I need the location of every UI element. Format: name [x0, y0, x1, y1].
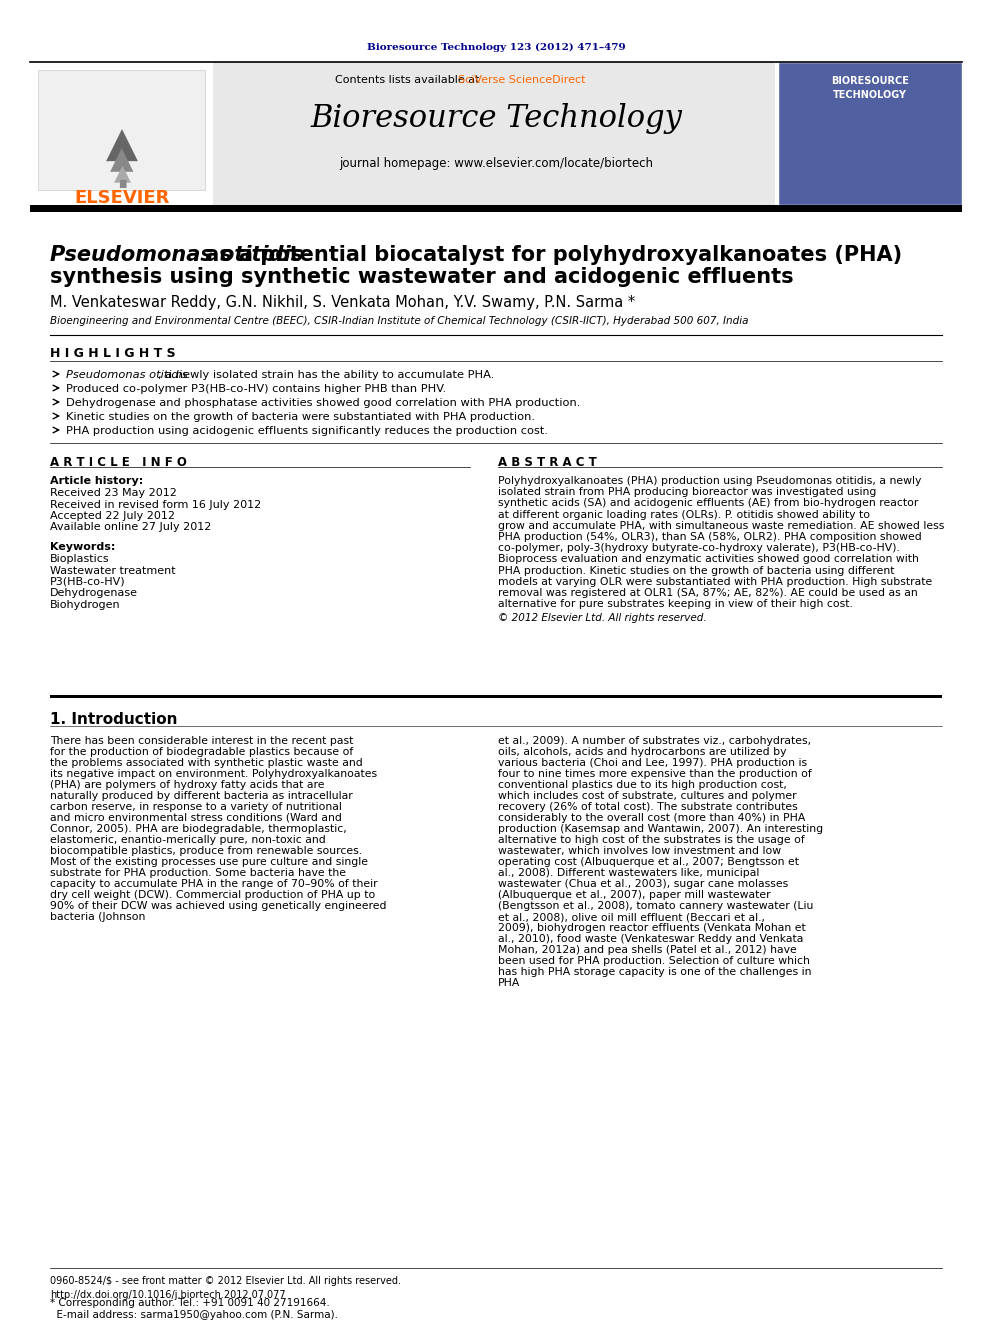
Text: co-polymer, poly-3(hydroxy butyrate-co-hydroxy valerate), P3(HB-co-HV).: co-polymer, poly-3(hydroxy butyrate-co-h… [498, 544, 900, 553]
Text: the problems associated with synthetic plastic waste and: the problems associated with synthetic p… [50, 758, 363, 767]
Text: Produced co-polymer P3(HB-co-HV) contains higher PHB than PHV.: Produced co-polymer P3(HB-co-HV) contain… [66, 384, 446, 394]
Text: naturally produced by different bacteria as intracellular: naturally produced by different bacteria… [50, 791, 353, 800]
Bar [213, 62, 775, 205]
Text: Bioengineering and Environmental Centre (BEEC), CSIR-Indian Institute of Chemica: Bioengineering and Environmental Centre … [50, 316, 749, 325]
Text: et al., 2009). A number of substrates viz., carbohydrates,: et al., 2009). A number of substrates vi… [498, 736, 811, 746]
Text: grow and accumulate PHA, with simultaneous waste remediation. AE showed less: grow and accumulate PHA, with simultaneo… [498, 521, 944, 531]
Text: PHA: PHA [498, 978, 521, 988]
Text: Mohan, 2012a) and pea shells (Patel et al., 2012) have: Mohan, 2012a) and pea shells (Patel et a… [498, 945, 797, 955]
Text: synthetic acids (SA) and acidogenic effluents (AE) from bio-hydrogen reactor: synthetic acids (SA) and acidogenic effl… [498, 499, 919, 508]
Text: Received 23 May 2012: Received 23 May 2012 [50, 488, 177, 497]
Text: dry cell weight (DCW). Commercial production of PHA up to: dry cell weight (DCW). Commercial produc… [50, 890, 375, 900]
Text: ▲: ▲ [113, 163, 131, 183]
Text: isolated strain from PHA producing bioreactor was investigated using: isolated strain from PHA producing biore… [498, 487, 876, 497]
Text: its negative impact on environment. Polyhydroxyalkanoates: its negative impact on environment. Poly… [50, 769, 377, 779]
Text: E-mail address: sarma1950@yahoo.com (P.N. Sarma).: E-mail address: sarma1950@yahoo.com (P.N… [50, 1310, 338, 1320]
Text: ELSEVIER: ELSEVIER [74, 189, 170, 206]
Text: Bioresource Technology 123 (2012) 471–479: Bioresource Technology 123 (2012) 471–47… [367, 42, 625, 52]
Text: A R T I C L E   I N F O: A R T I C L E I N F O [50, 456, 186, 468]
Text: been used for PHA production. Selection of culture which: been used for PHA production. Selection … [498, 957, 809, 966]
Text: as a potential biocatalyst for polyhydroxyalkanoates (PHA): as a potential biocatalyst for polyhydro… [198, 245, 902, 265]
Text: PHA production using acidogenic effluents significantly reduces the production c: PHA production using acidogenic effluent… [66, 426, 548, 437]
Text: , a newly isolated strain has the ability to accumulate PHA.: , a newly isolated strain has the abilit… [158, 370, 494, 380]
Text: (Bengtsson et al., 2008), tomato cannery wastewater (Liu: (Bengtsson et al., 2008), tomato cannery… [498, 901, 813, 912]
Bar [38, 70, 205, 191]
Text: Article history:: Article history: [50, 476, 143, 486]
Text: M. Venkateswar Reddy, G.N. Nikhil, S. Venkata Mohan, Y.V. Swamy, P.N. Sarma *: M. Venkateswar Reddy, G.N. Nikhil, S. Ve… [50, 295, 635, 310]
Text: alternative for pure substrates keeping in view of their high cost.: alternative for pure substrates keeping … [498, 599, 853, 609]
Text: Available online 27 July 2012: Available online 27 July 2012 [50, 523, 211, 532]
Text: Bioresource Technology: Bioresource Technology [310, 102, 682, 134]
Text: Pseudomonas otitidis: Pseudomonas otitidis [50, 245, 304, 265]
Text: al., 2008). Different wastewaters like, municipal: al., 2008). Different wastewaters like, … [498, 868, 759, 878]
Text: et al., 2008), olive oil mill effluent (Beccari et al.,: et al., 2008), olive oil mill effluent (… [498, 912, 765, 922]
Text: bacteria (Johnson: bacteria (Johnson [50, 912, 146, 922]
Text: © 2012 Elsevier Ltd. All rights reserved.: © 2012 Elsevier Ltd. All rights reserved… [498, 614, 706, 623]
Text: synthesis using synthetic wastewater and acidogenic effluents: synthesis using synthetic wastewater and… [50, 267, 794, 287]
Text: PHA production (54%, OLR3), than SA (58%, OLR2). PHA composition showed: PHA production (54%, OLR3), than SA (58%… [498, 532, 922, 542]
Text: * Corresponding author. Tel.: +91 0091 40 27191664.: * Corresponding author. Tel.: +91 0091 4… [50, 1298, 329, 1308]
Text: Bioprocess evaluation and enzymatic activities showed good correlation with: Bioprocess evaluation and enzymatic acti… [498, 554, 919, 565]
Text: (Albuquerque et al., 2007), paper mill wastewater: (Albuquerque et al., 2007), paper mill w… [498, 890, 771, 900]
Text: Accepted 22 July 2012: Accepted 22 July 2012 [50, 511, 175, 521]
Text: A B S T R A C T: A B S T R A C T [498, 456, 597, 468]
Text: 2009), biohydrogen reactor effluents (Venkata Mohan et: 2009), biohydrogen reactor effluents (Ve… [498, 923, 806, 933]
Text: wastewater (Chua et al., 2003), sugar cane molasses: wastewater (Chua et al., 2003), sugar ca… [498, 878, 789, 889]
Text: Contents lists available at: Contents lists available at [335, 75, 483, 85]
Text: 1. Introduction: 1. Introduction [50, 712, 178, 728]
Text: Connor, 2005). PHA are biodegradable, thermoplastic,: Connor, 2005). PHA are biodegradable, th… [50, 824, 347, 833]
Bar [50, 695, 942, 699]
Text: Dehydrogenase: Dehydrogenase [50, 589, 138, 598]
Text: elastomeric, enantio-merically pure, non-toxic and: elastomeric, enantio-merically pure, non… [50, 835, 325, 845]
Text: oils, alcohols, acids and hydrocarbons are utilized by: oils, alcohols, acids and hydrocarbons a… [498, 747, 787, 757]
Text: BIORESOURCE
TECHNOLOGY: BIORESOURCE TECHNOLOGY [831, 77, 909, 99]
Text: conventional plastics due to its high production cost,: conventional plastics due to its high pr… [498, 781, 787, 790]
Text: █: █ [119, 179, 125, 188]
Text: P3(HB-co-HV): P3(HB-co-HV) [50, 577, 126, 587]
Text: which includes cost of substrate, cultures and polymer: which includes cost of substrate, cultur… [498, 791, 797, 800]
Text: There has been considerable interest in the recent past: There has been considerable interest in … [50, 736, 353, 746]
Bar [30, 205, 962, 212]
Text: PHA production. Kinetic studies on the growth of bacteria using different: PHA production. Kinetic studies on the g… [498, 566, 895, 576]
Text: 0960-8524/$ - see front matter © 2012 Elsevier Ltd. All rights reserved.
http://: 0960-8524/$ - see front matter © 2012 El… [50, 1275, 401, 1301]
Text: capacity to accumulate PHA in the range of 70–90% of their: capacity to accumulate PHA in the range … [50, 878, 378, 889]
Text: Kinetic studies on the growth of bacteria were substantiated with PHA production: Kinetic studies on the growth of bacteri… [66, 411, 535, 422]
Text: H I G H L I G H T S: H I G H L I G H T S [50, 347, 176, 360]
Text: considerably to the overall cost (more than 40%) in PHA: considerably to the overall cost (more t… [498, 814, 806, 823]
Text: al., 2010), food waste (Venkateswar Reddy and Venkata: al., 2010), food waste (Venkateswar Redd… [498, 934, 804, 945]
Text: alternative to high cost of the substrates is the usage of: alternative to high cost of the substrat… [498, 835, 805, 845]
Text: (PHA) are polymers of hydroxy fatty acids that are: (PHA) are polymers of hydroxy fatty acid… [50, 781, 324, 790]
Text: ▲: ▲ [106, 124, 138, 165]
Text: recovery (26% of total cost). The substrate contributes: recovery (26% of total cost). The substr… [498, 802, 798, 812]
Text: Most of the existing processes use pure culture and single: Most of the existing processes use pure … [50, 857, 368, 867]
Text: substrate for PHA production. Some bacteria have the: substrate for PHA production. Some bacte… [50, 868, 346, 878]
Text: Dehydrogenase and phosphatase activities showed good correlation with PHA produc: Dehydrogenase and phosphatase activities… [66, 398, 580, 407]
Text: models at varying OLR were substantiated with PHA production. High substrate: models at varying OLR were substantiated… [498, 577, 932, 587]
Text: carbon reserve, in response to a variety of nutritional: carbon reserve, in response to a variety… [50, 802, 342, 812]
Text: Pseudomonas otitidis: Pseudomonas otitidis [66, 370, 187, 380]
Text: journal homepage: www.elsevier.com/locate/biortech: journal homepage: www.elsevier.com/locat… [339, 156, 653, 169]
Text: various bacteria (Choi and Lee, 1997). PHA production is: various bacteria (Choi and Lee, 1997). P… [498, 758, 807, 767]
Text: biocompatible plastics, produce from renewable sources.: biocompatible plastics, produce from ren… [50, 845, 362, 856]
Text: SciVerse ScienceDirect: SciVerse ScienceDirect [458, 75, 585, 85]
Text: production (Kasemsap and Wantawin, 2007). An interesting: production (Kasemsap and Wantawin, 2007)… [498, 824, 823, 833]
Text: for the production of biodegradable plastics because of: for the production of biodegradable plas… [50, 747, 353, 757]
Text: and micro environmental stress conditions (Ward and: and micro environmental stress condition… [50, 814, 342, 823]
Bar [30, 62, 213, 205]
Text: Keywords:: Keywords: [50, 542, 115, 552]
Bar [778, 62, 962, 205]
Text: Received in revised form 16 July 2012: Received in revised form 16 July 2012 [50, 500, 261, 509]
Text: 90% of their DCW was achieved using genetically engineered: 90% of their DCW was achieved using gene… [50, 901, 387, 912]
Text: Wastewater treatment: Wastewater treatment [50, 565, 176, 576]
Text: at different organic loading rates (OLRs). P. otitidis showed ability to: at different organic loading rates (OLRs… [498, 509, 870, 520]
Text: four to nine times more expensive than the production of: four to nine times more expensive than t… [498, 769, 811, 779]
Text: removal was registered at OLR1 (SA, 87%; AE, 82%). AE could be used as an: removal was registered at OLR1 (SA, 87%;… [498, 587, 918, 598]
Text: Bioplastics: Bioplastics [50, 554, 110, 564]
Text: wastewater, which involves low investment and low: wastewater, which involves low investmen… [498, 845, 781, 856]
Text: operating cost (Albuquerque et al., 2007; Bengtsson et: operating cost (Albuquerque et al., 2007… [498, 857, 799, 867]
Text: ▲: ▲ [110, 146, 134, 175]
Text: Polyhydroxyalkanoates (PHA) production using Pseudomonas otitidis, a newly: Polyhydroxyalkanoates (PHA) production u… [498, 476, 922, 486]
Text: Biohydrogen: Biohydrogen [50, 601, 121, 610]
Text: has high PHA storage capacity is one of the challenges in: has high PHA storage capacity is one of … [498, 967, 811, 976]
